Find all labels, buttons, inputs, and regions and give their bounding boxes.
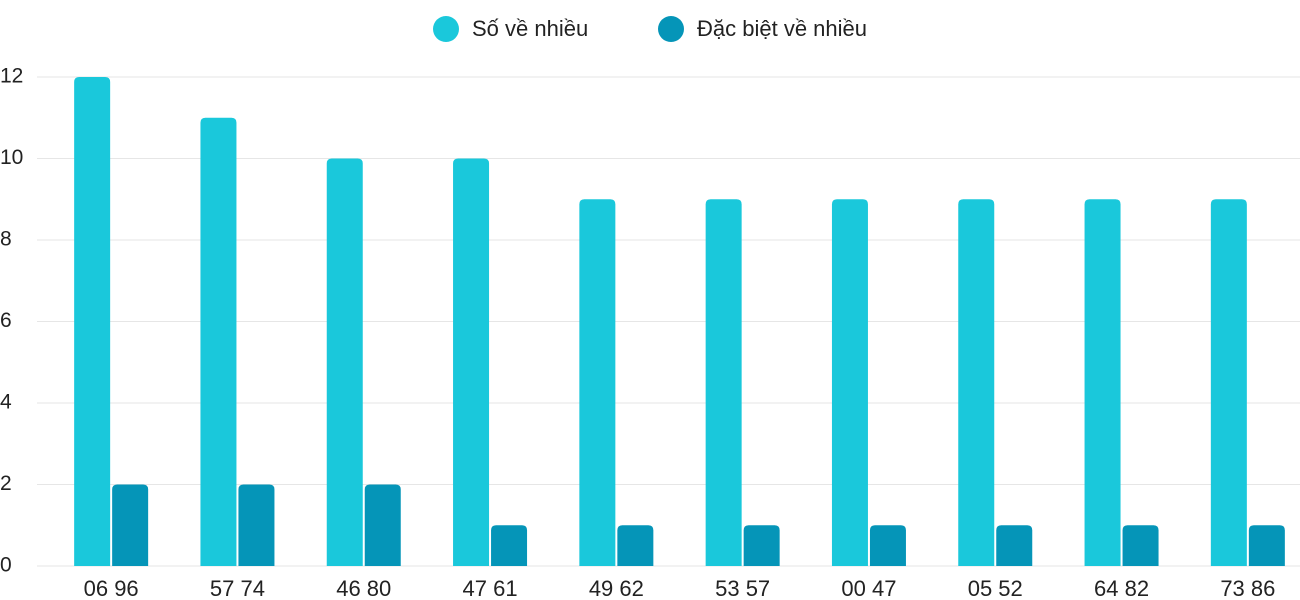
legend-label: Số về nhiều <box>472 16 588 41</box>
bar <box>579 199 616 566</box>
bar <box>112 484 149 566</box>
x-tick-label: 53 57 <box>715 576 770 600</box>
bar <box>705 199 742 566</box>
bar <box>200 117 237 566</box>
bar <box>996 525 1033 566</box>
bar <box>617 525 654 566</box>
x-tick-label: 06 96 <box>84 576 139 600</box>
x-tick-label: 46 80 <box>336 576 391 600</box>
x-tick-label: 05 52 <box>968 576 1023 600</box>
bar <box>958 199 995 566</box>
y-tick-label: 12 <box>0 65 23 88</box>
bar <box>1122 525 1159 566</box>
x-tick-label: 47 61 <box>463 576 518 600</box>
x-tick-label: 00 47 <box>841 576 896 600</box>
bar <box>74 77 111 566</box>
legend-swatch <box>658 16 684 42</box>
legend-label: Đặc biệt về nhiều <box>697 16 867 41</box>
bar <box>743 525 780 566</box>
y-tick-label: 0 <box>0 554 12 577</box>
x-tick-label: 57 74 <box>210 576 265 600</box>
bar <box>491 525 528 566</box>
y-tick-label: 8 <box>0 228 12 251</box>
bar <box>831 199 868 566</box>
bar <box>1084 199 1121 566</box>
bar <box>1248 525 1285 566</box>
bar <box>364 484 401 566</box>
y-tick-label: 2 <box>0 472 12 495</box>
y-tick-label: 4 <box>0 391 12 414</box>
bar <box>1210 199 1247 566</box>
y-tick-label: 10 <box>0 146 23 169</box>
bar <box>869 525 906 566</box>
y-tick-label: 6 <box>0 309 12 332</box>
x-tick-label: 49 62 <box>589 576 644 600</box>
bar <box>238 484 275 566</box>
legend-swatch <box>433 16 459 42</box>
x-tick-label: 73 86 <box>1220 576 1275 600</box>
bar <box>326 158 363 566</box>
x-tick-label: 64 82 <box>1094 576 1149 600</box>
bar <box>453 158 490 566</box>
